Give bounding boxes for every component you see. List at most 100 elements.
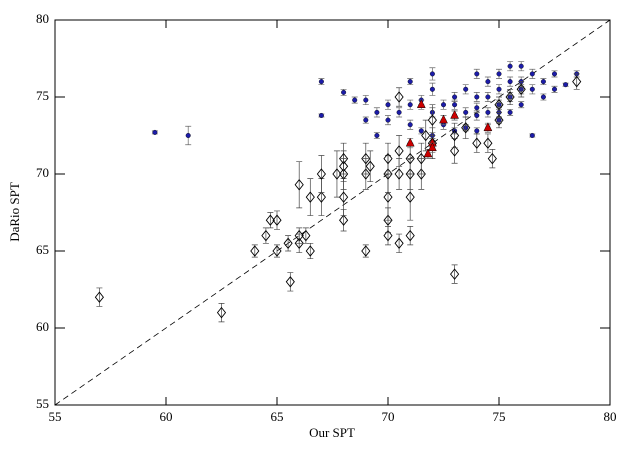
- point: [294, 229, 304, 242]
- point: [439, 114, 448, 124]
- point: [94, 291, 104, 303]
- point: [474, 128, 480, 134]
- point: [507, 63, 513, 69]
- point: [483, 122, 493, 132]
- point: [407, 102, 413, 108]
- point: [496, 71, 502, 77]
- point: [450, 268, 460, 280]
- point: [474, 71, 480, 77]
- plot-frame: [54, 19, 611, 406]
- point: [396, 109, 402, 115]
- y-tick-label: 65: [36, 242, 49, 257]
- point: [507, 109, 513, 115]
- point: [152, 129, 158, 135]
- point: [474, 105, 480, 111]
- point: [423, 148, 433, 158]
- error-bar: [296, 161, 303, 209]
- point: [363, 117, 369, 123]
- error-bar: [287, 272, 294, 292]
- point: [563, 82, 569, 88]
- y-tick-label: 60: [36, 319, 49, 334]
- point: [463, 109, 469, 115]
- point: [496, 86, 502, 92]
- point: [507, 79, 513, 85]
- point: [352, 97, 358, 103]
- point: [383, 229, 393, 242]
- point: [405, 229, 415, 242]
- point: [450, 129, 460, 142]
- point: [416, 99, 426, 108]
- point: [407, 122, 413, 128]
- point: [261, 229, 271, 242]
- point: [394, 237, 404, 250]
- point: [518, 63, 524, 69]
- point: [427, 114, 437, 126]
- point: [405, 152, 415, 165]
- x-tick-label: 55: [49, 409, 62, 424]
- point: [472, 137, 482, 149]
- point: [463, 86, 469, 92]
- error-bar: [396, 233, 403, 253]
- point: [294, 179, 304, 191]
- point: [450, 109, 460, 119]
- point: [405, 137, 415, 147]
- point: [301, 229, 311, 242]
- error-bar: [274, 244, 280, 258]
- point: [294, 237, 304, 250]
- error-bar: [307, 178, 314, 216]
- error-bar: [218, 303, 225, 323]
- error-bar: [462, 116, 469, 139]
- point: [272, 245, 282, 257]
- point: [316, 191, 326, 203]
- point: [474, 94, 480, 100]
- point: [374, 109, 380, 115]
- error-bar: [484, 133, 491, 153]
- x-tick-label: 70: [382, 409, 395, 424]
- point: [485, 109, 491, 115]
- y-axis-label: DaRio SPT: [7, 182, 22, 242]
- point: [529, 86, 535, 92]
- point: [316, 168, 326, 180]
- error-bar: [407, 226, 414, 246]
- x-tick-label: 75: [493, 409, 506, 424]
- point: [452, 94, 458, 100]
- point: [216, 306, 227, 319]
- x-tick-label: 80: [604, 409, 617, 424]
- point: [265, 214, 275, 226]
- point: [552, 86, 558, 92]
- point: [505, 91, 515, 103]
- error-bar: [96, 287, 103, 307]
- point: [285, 276, 295, 288]
- point: [429, 71, 435, 77]
- error-bar: [396, 87, 403, 107]
- error-bar: [385, 142, 391, 175]
- point: [429, 86, 435, 92]
- y-tick-label: 80: [36, 11, 49, 26]
- point: [361, 168, 371, 180]
- y-tick-label: 55: [36, 396, 49, 411]
- point: [461, 122, 471, 134]
- point: [540, 79, 546, 85]
- point: [383, 152, 393, 165]
- point: [318, 79, 324, 85]
- x-tick-label: 60: [160, 409, 173, 424]
- x-axis-label: Our SPT: [309, 425, 355, 440]
- point: [540, 94, 546, 100]
- point: [250, 245, 260, 257]
- error-bar: [489, 149, 496, 169]
- point: [487, 152, 497, 165]
- point: [572, 75, 582, 88]
- point: [305, 245, 315, 257]
- point: [185, 132, 191, 138]
- x-tick-label: 65: [271, 409, 284, 424]
- point: [332, 168, 342, 180]
- point: [418, 128, 424, 134]
- point: [339, 214, 349, 226]
- point: [407, 79, 413, 85]
- point: [416, 168, 426, 180]
- point: [305, 191, 315, 203]
- point: [341, 89, 347, 95]
- error-bar: [367, 150, 374, 183]
- point: [552, 71, 558, 77]
